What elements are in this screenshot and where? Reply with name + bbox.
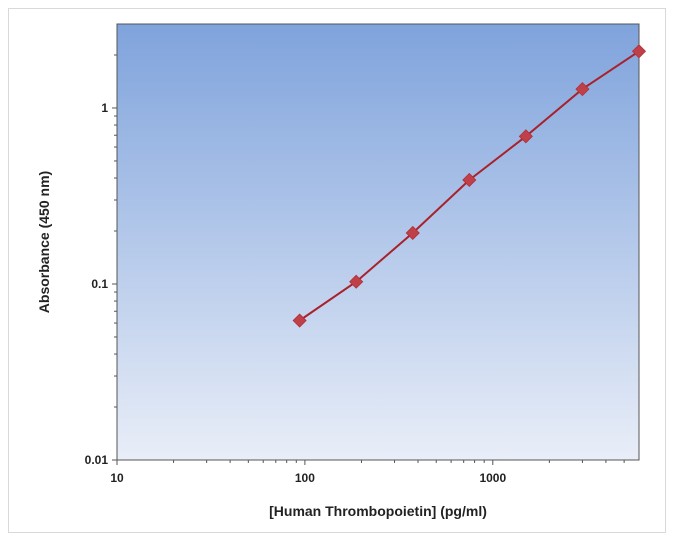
data-point xyxy=(631,44,647,59)
data-points-layer xyxy=(292,44,647,328)
y-tick-label: 1 xyxy=(101,101,108,115)
y-axis-title: Absorbance (450 nm) xyxy=(36,171,52,313)
data-point xyxy=(518,129,533,144)
data-point xyxy=(575,82,590,97)
plot-area xyxy=(116,23,640,461)
data-point xyxy=(292,313,307,328)
y-tick-label: 0.01 xyxy=(85,453,109,467)
x-axis-ticks: 10 100 1000 xyxy=(110,460,625,485)
y-axis-ticks: 0.01 0.1 1 xyxy=(85,54,117,467)
data-point xyxy=(405,225,420,241)
x-tick-label: 10 xyxy=(110,471,124,485)
x-tick-label: 1000 xyxy=(479,471,506,485)
x-tick-label: 100 xyxy=(295,471,315,485)
x-axis-title: [Human Thrombopoietin] (pg/ml) xyxy=(269,503,487,519)
chart-svg: 10 100 1000 0.01 0.1 1 [Human Thrombopoietin… xyxy=(36,23,647,519)
data-point xyxy=(349,274,364,289)
y-tick-label: 0.1 xyxy=(91,277,108,291)
chart-frame: 10 100 1000 0.01 0.1 1 [Human Thrombopoietin… xyxy=(8,8,666,533)
data-point xyxy=(462,172,477,188)
